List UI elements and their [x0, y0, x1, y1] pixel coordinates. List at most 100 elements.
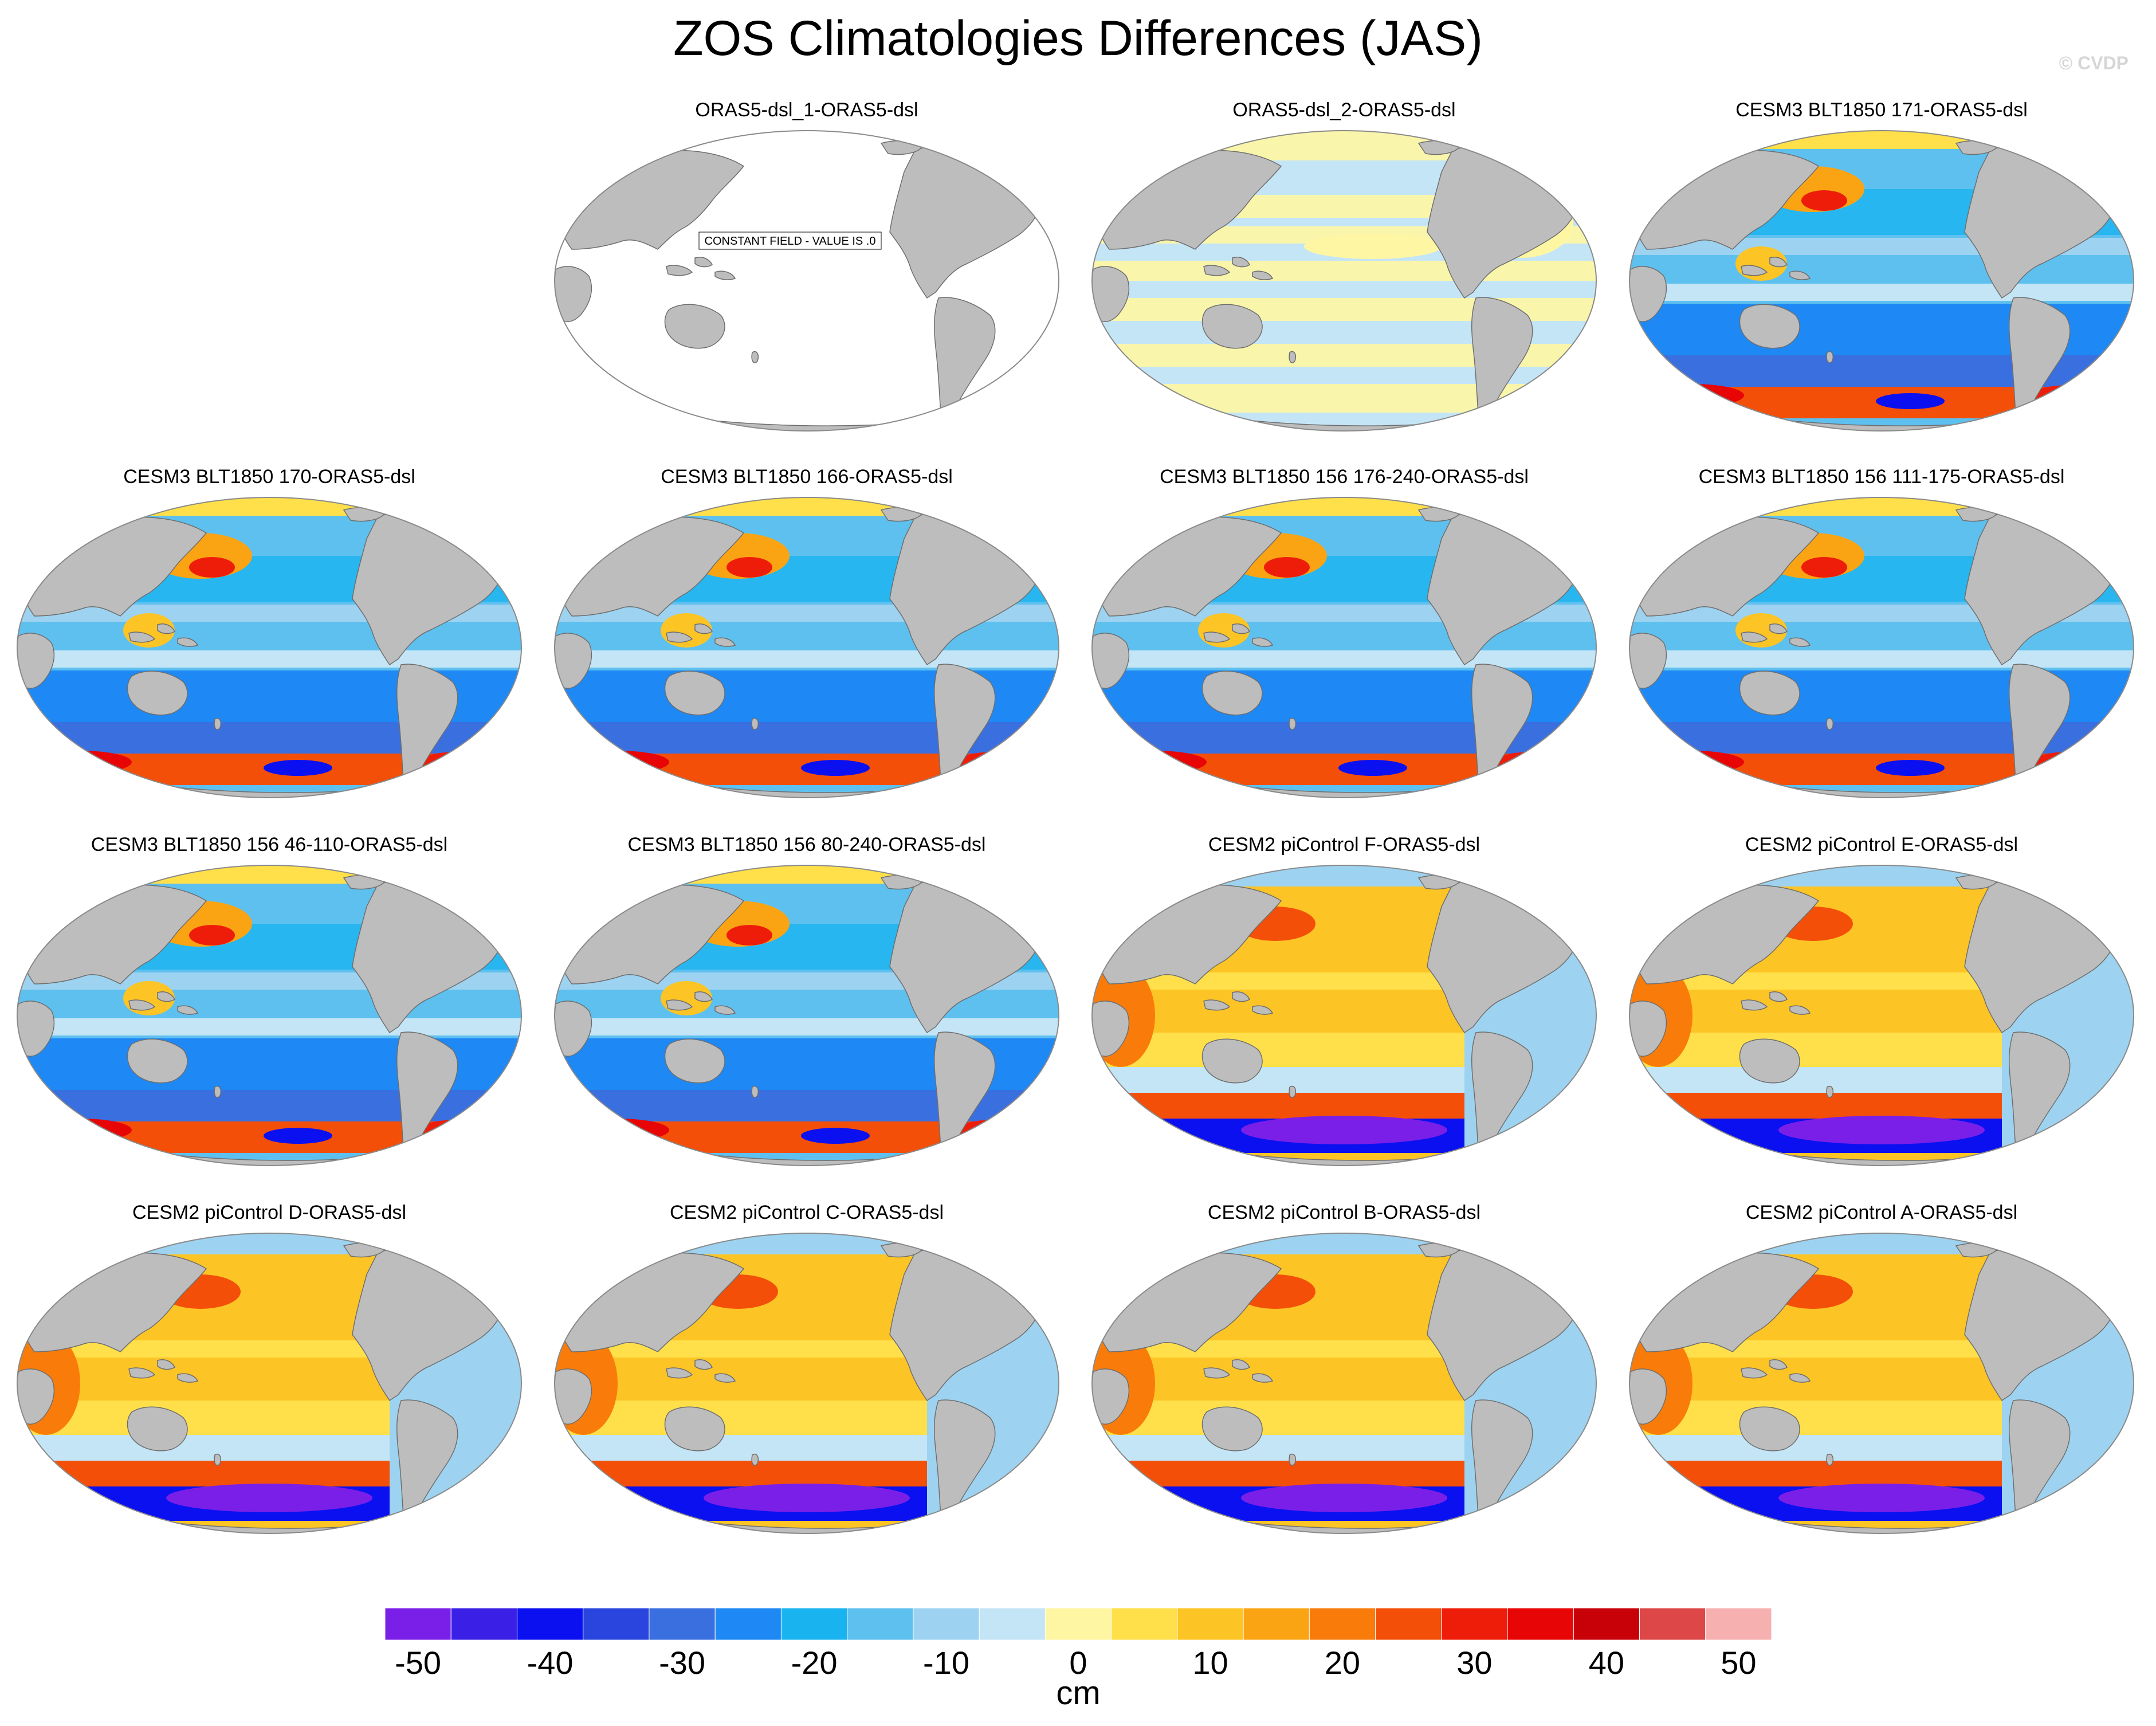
- map-panel: CESM3 BLT1850 166-ORAS5-dsl: [549, 464, 1065, 819]
- land-mass: [1203, 265, 1231, 276]
- colorbar-swatch: [583, 1608, 650, 1640]
- land-mass: [157, 623, 175, 634]
- colorbar-tick-label: -30: [659, 1645, 706, 1681]
- map-panel: CESM2 piControl D-ORAS5-dsl: [11, 1200, 527, 1555]
- colorbar-swatch: [1309, 1608, 1376, 1640]
- land-mass: [934, 664, 996, 788]
- world-map: CONSTANT FIELD - VALUE IS .0: [554, 130, 1059, 432]
- panel-title: CESM2 piControl B-ORAS5-dsl: [1207, 1202, 1481, 1223]
- land-mass: [1739, 670, 1800, 716]
- land-mass: [1201, 1038, 1263, 1084]
- land-mass: [177, 637, 199, 647]
- land-mass: [177, 1373, 199, 1383]
- land-mass: [128, 999, 156, 1011]
- land-mass: [664, 670, 725, 716]
- land-mass: [1769, 257, 1788, 268]
- land-mass: [127, 1038, 188, 1084]
- colorbar-tick-label: 0: [1069, 1645, 1087, 1681]
- land-mass: [1741, 631, 1768, 643]
- land-mass: [1739, 1406, 1800, 1452]
- panel-title: CESM3 BLT1850 156 46-110-ORAS5-dsl: [91, 834, 448, 856]
- map-panel: CESM2 piControl B-ORAS5-dsl: [1086, 1200, 1602, 1555]
- land-mass: [1769, 991, 1788, 1002]
- land-mass: [1826, 1453, 1834, 1466]
- land-mass: [1232, 257, 1250, 268]
- colorbar-swatch: [1705, 1608, 1772, 1640]
- land-mass: [714, 637, 736, 647]
- credit-watermark: © CVDP: [2059, 53, 2128, 73]
- world-map: [554, 497, 1059, 798]
- land-mass: [1789, 1005, 1811, 1015]
- colorbar-tick-label: 30: [1456, 1645, 1493, 1681]
- world-map: [17, 1233, 522, 1534]
- land-mass: [751, 351, 759, 363]
- land-mass: [694, 623, 713, 634]
- ocean-field: [555, 865, 1059, 1166]
- land-mass: [1201, 304, 1263, 349]
- colorbar-tick-label: -20: [791, 1645, 838, 1681]
- land-mass: [127, 670, 188, 716]
- land-mass: [1289, 351, 1297, 363]
- colorbar-tick-label: -50: [395, 1645, 442, 1681]
- land-mass: [128, 1367, 156, 1379]
- panel-title: CESM2 piControl F-ORAS5-dsl: [1208, 834, 1480, 856]
- land-mass: [666, 999, 693, 1011]
- land-mass: [934, 1399, 996, 1524]
- colorbar-swatch: [780, 1608, 848, 1640]
- land-mass: [1741, 999, 1768, 1011]
- colorbar-swatch: [1441, 1608, 1508, 1640]
- colorbar-swatch: [847, 1608, 914, 1640]
- colorbar-swatch: [1111, 1608, 1178, 1640]
- land-mass: [751, 1085, 759, 1098]
- land-mass: [666, 631, 693, 643]
- colorbar-swatch: [1044, 1608, 1112, 1640]
- colorbar-swatch: [649, 1608, 716, 1640]
- land-mass: [934, 297, 996, 421]
- land-mass: [1826, 351, 1834, 363]
- panel-title: CESM3 BLT1850 166-ORAS5-dsl: [661, 466, 953, 488]
- map-panel: CESM2 piControl C-ORAS5-dsl: [549, 1200, 1065, 1555]
- panel-title: CESM2 piControl D-ORAS5-dsl: [132, 1202, 407, 1223]
- land-mass: [2009, 1399, 2071, 1524]
- land-mass: [1471, 1031, 1533, 1156]
- land-mass: [1252, 1005, 1274, 1015]
- ocean-field: [555, 1233, 1059, 1533]
- map-panel: CESM3 BLT1850 156 176-240-ORAS5-dsl: [1086, 464, 1602, 819]
- land-mass: [2009, 664, 2071, 788]
- colorbar-swatch: [1177, 1608, 1244, 1640]
- land-mass: [664, 1406, 725, 1452]
- world-map: [1091, 130, 1597, 432]
- map-panel: CESM3 BLT1850 170-ORAS5-dsl: [11, 464, 527, 819]
- land-mass: [177, 1005, 199, 1015]
- colorbar-swatch: [1243, 1608, 1310, 1640]
- land-mass: [694, 257, 713, 268]
- ocean-field: [17, 497, 521, 798]
- land-mass: [396, 664, 458, 788]
- land-mass: [694, 991, 713, 1002]
- ocean-field: [1092, 497, 1596, 798]
- figure-title: ZOS Climatologies Differences (JAS): [673, 11, 1483, 66]
- ocean-field: [1092, 131, 1596, 431]
- land-mass: [2009, 297, 2071, 421]
- map-panel: CESM2 piControl A-ORAS5-dsl: [1624, 1200, 2139, 1555]
- land-mass: [1232, 991, 1250, 1002]
- panel-title: CESM3 BLT1850 170-ORAS5-dsl: [123, 466, 415, 488]
- land-mass: [157, 1359, 175, 1370]
- land-mass: [694, 1359, 713, 1370]
- land-mass: [2009, 1031, 2071, 1156]
- colorbar-swatch: [979, 1608, 1046, 1640]
- map-panel: CESM3 BLT1850 156 80-240-ORAS5-dsl: [549, 832, 1065, 1187]
- world-map: [1629, 1233, 2134, 1534]
- map-panel: ORAS5-dsl_2-ORAS5-dsl: [1086, 97, 1602, 453]
- world-map: [1629, 130, 2134, 432]
- colorbar-swatch: [1639, 1608, 1706, 1640]
- panel-title: CESM2 piControl E-ORAS5-dsl: [1745, 834, 2018, 856]
- ocean-field: [17, 1233, 521, 1533]
- panel-title: CESM3 BLT1850 156 80-240-ORAS5-dsl: [627, 834, 986, 856]
- colorbar-swatch: [714, 1608, 781, 1640]
- land-mass: [127, 1406, 188, 1452]
- land-mass: [214, 1085, 222, 1098]
- world-map: [1629, 497, 2134, 798]
- land-mass: [1232, 1359, 1250, 1370]
- land-mass: [1739, 304, 1800, 349]
